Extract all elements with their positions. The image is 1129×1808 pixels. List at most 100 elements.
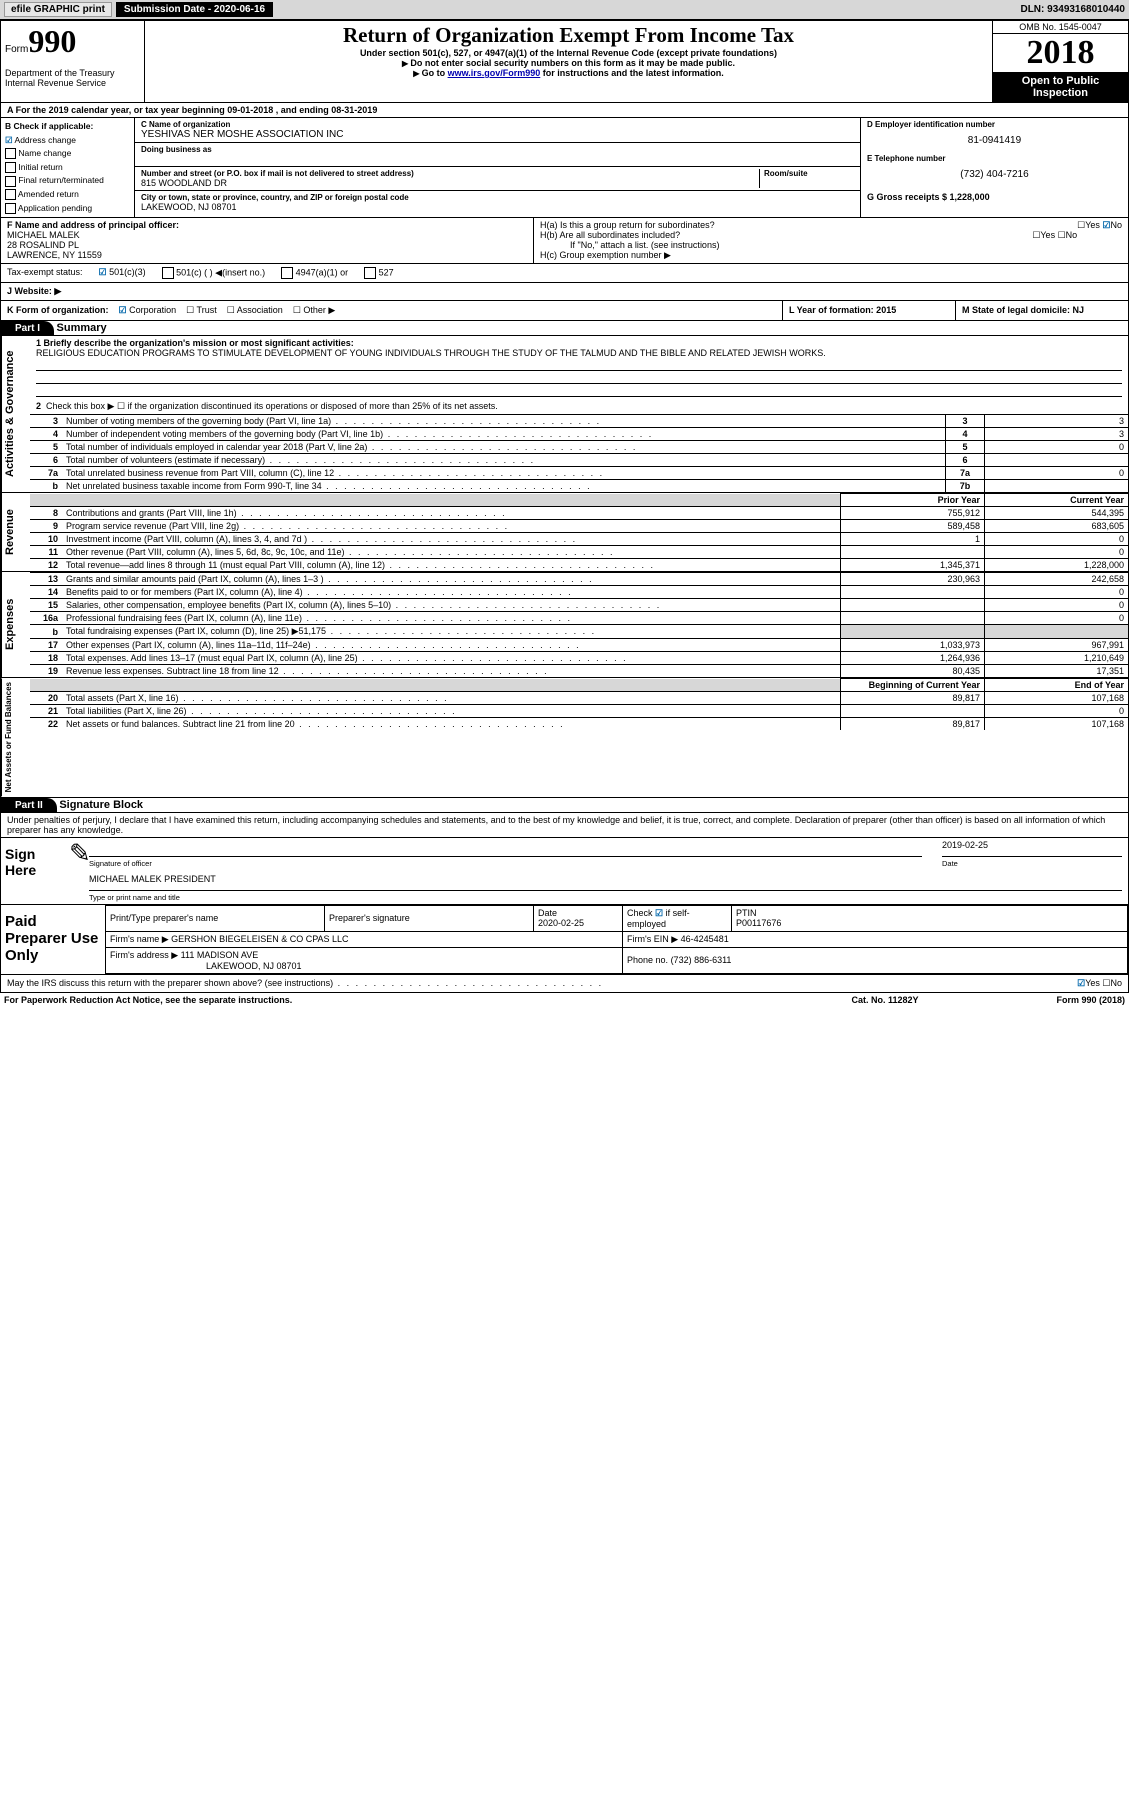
efile-print-button[interactable]: efile GRAPHIC print <box>4 2 112 17</box>
omb-label: OMB No. 1545-0047 <box>993 21 1128 34</box>
addr-label: Number and street (or P.O. box if mail i… <box>141 169 759 178</box>
opt-501c3[interactable]: 501(c)(3) <box>109 267 146 277</box>
header-right: OMB No. 1545-0047 2018 Open to Public In… <box>992 21 1128 102</box>
prep-date: 2020-02-25 <box>538 918 584 928</box>
firm-addr-label: Firm's address ▶ <box>110 950 178 960</box>
prep-h1: Print/Type preparer's name <box>106 905 325 931</box>
mission-text: RELIGIOUS EDUCATION PROGRAMS TO STIMULAT… <box>36 348 1122 358</box>
sig-name: MICHAEL MALEK PRESIDENT <box>89 874 1122 891</box>
form-label: Form <box>5 44 28 55</box>
opt-4947[interactable]: 4947(a)(1) or <box>296 268 349 278</box>
submission-date-label: Submission Date - 2020-06-16 <box>116 2 273 17</box>
subtitle-2: Do not enter social security numbers on … <box>151 58 986 68</box>
firm-ein-label: Firm's EIN ▶ <box>627 934 678 944</box>
row-fh: F Name and address of principal officer:… <box>0 218 1129 264</box>
vlabel-net: Net Assets or Fund Balances <box>1 678 30 796</box>
date-label: Date <box>942 859 1122 868</box>
cb-initial-return[interactable]: Initial return <box>18 162 62 172</box>
inspection-label: Open to Public Inspection <box>993 72 1128 102</box>
row-klm: K Form of organization: ☑ Corporation ☐ … <box>0 301 1129 321</box>
ha-label: H(a) Is this a group return for subordin… <box>540 220 715 230</box>
city-label: City or town, state or province, country… <box>141 193 854 202</box>
taxexempt-label: Tax-exempt status: <box>7 267 83 279</box>
firm-city: LAKEWOOD, NJ 08701 <box>110 961 302 971</box>
cb-application-pending[interactable]: Application pending <box>18 203 92 213</box>
footer-left: For Paperwork Reduction Act Notice, see … <box>4 995 785 1005</box>
firm-name: GERSHON BIEGELEISEN & CO CPAS LLC <box>171 934 348 944</box>
form-title: Return of Organization Exempt From Incom… <box>151 23 986 48</box>
street-address: 815 WOODLAND DR <box>141 178 759 188</box>
netassets-table: Beginning of Current YearEnd of Year20To… <box>30 678 1128 730</box>
section-c: C Name of organization YESHIVAS NER MOSH… <box>135 118 861 218</box>
form-number: 990 <box>28 23 76 59</box>
vlabel-ag: Activities & Governance <box>1 336 30 492</box>
room-label: Room/suite <box>764 169 854 178</box>
website-row: J Website: ▶ <box>0 283 1129 301</box>
tax-year: 2018 <box>993 34 1128 72</box>
discuss-no[interactable]: No <box>1110 978 1122 988</box>
prep-h3: Date <box>538 908 557 918</box>
hb-note: If "No," attach a list. (see instruction… <box>540 240 1122 250</box>
officer-name: MICHAEL MALEK <box>7 230 527 240</box>
k-trust[interactable]: Trust <box>197 305 217 315</box>
gross-receipts: G Gross receipts $ 1,228,000 <box>867 192 1122 202</box>
firm-name-label: Firm's name ▶ <box>110 934 169 944</box>
hc-label: H(c) Group exemption number ▶ <box>540 250 1122 261</box>
form-header: Form990 Department of the Treasury Inter… <box>0 20 1129 103</box>
part2-header: Part II <box>1 798 57 813</box>
org-name-label: C Name of organization <box>141 120 854 129</box>
sig-officer-label: Signature of officer <box>89 859 922 868</box>
line1-label: 1 Briefly describe the organization's mi… <box>36 338 1122 348</box>
netassets-section: Net Assets or Fund Balances Beginning of… <box>1 678 1128 797</box>
sign-here-label: Sign Here <box>1 838 69 904</box>
prep-h5: PTIN <box>736 908 757 918</box>
sig-date: 2019-02-25 <box>942 840 1122 857</box>
ein-value: 81-0941419 <box>867 129 1122 152</box>
irs-link[interactable]: www.irs.gov/Form990 <box>448 68 541 78</box>
tax-exempt-row: Tax-exempt status: ☑ 501(c)(3) 501(c) ( … <box>0 264 1129 283</box>
k-association[interactable]: Association <box>237 305 283 315</box>
header-left: Form990 Department of the Treasury Inter… <box>1 21 145 102</box>
website-label: J Website: ▶ <box>7 286 61 297</box>
prep-h2: Preparer's signature <box>325 905 534 931</box>
subtitle-1: Under section 501(c), 527, or 4947(a)(1)… <box>151 48 986 58</box>
revenue-section: Revenue Prior YearCurrent Year8Contribut… <box>1 493 1128 572</box>
page-footer: For Paperwork Reduction Act Notice, see … <box>0 992 1129 1007</box>
sig-name-label: Type or print name and title <box>89 893 1122 902</box>
opt-527[interactable]: 527 <box>379 268 394 278</box>
expenses-section: Expenses 13Grants and similar amounts pa… <box>1 572 1128 678</box>
cb-name-change[interactable]: Name change <box>18 148 71 158</box>
k-other[interactable]: Other ▶ <box>303 305 335 315</box>
cb-address-change[interactable]: Address change <box>15 135 76 145</box>
perjury-declaration: Under penalties of perjury, I declare th… <box>1 813 1128 837</box>
ha-no: No <box>1110 220 1122 230</box>
hb-label: H(b) Are all subordinates included? <box>540 230 680 240</box>
discuss-yes[interactable]: Yes <box>1085 978 1100 988</box>
activities-governance: Activities & Governance 1 Briefly descri… <box>1 336 1128 493</box>
row-bcd: B Check if applicable: ☑ Address change … <box>0 118 1129 218</box>
prep-phone: (732) 886-6311 <box>671 955 732 965</box>
phone-label: E Telephone number <box>867 154 1122 163</box>
subtitle-3: Go to www.irs.gov/Form990 for instructio… <box>151 68 986 78</box>
part2-title: Signature Block <box>59 799 143 811</box>
tax-period-line: A For the 2019 calendar year, or tax yea… <box>0 103 1129 118</box>
top-bar: efile GRAPHIC print Submission Date - 20… <box>0 0 1129 20</box>
cb-final-return[interactable]: Final return/terminated <box>18 175 104 185</box>
cb-amended[interactable]: Amended return <box>18 189 79 199</box>
k-corporation[interactable]: Corporation <box>129 305 176 315</box>
preparer-table: Print/Type preparer's name Preparer's si… <box>105 905 1128 974</box>
discuss-label: May the IRS discuss this return with the… <box>7 978 333 988</box>
prep-phone-label: Phone no. <box>627 955 668 965</box>
ptin-value: P00117676 <box>736 918 781 928</box>
part1-title: Summary <box>57 322 107 334</box>
officer-addr: 28 ROSALIND PL <box>7 240 527 250</box>
opt-501c[interactable]: 501(c) ( ) ◀(insert no.) <box>176 268 265 278</box>
section-f: F Name and address of principal officer:… <box>0 218 534 264</box>
footer-center: Cat. No. 11282Y <box>785 995 985 1005</box>
part1-header: Part I <box>1 321 54 336</box>
dba-label: Doing business as <box>141 145 854 154</box>
vlabel-rev: Revenue <box>1 493 30 571</box>
section-h: H(a) Is this a group return for subordin… <box>534 218 1129 264</box>
section-l: L Year of formation: 2015 <box>783 301 956 321</box>
section-d: D Employer identification number 81-0941… <box>861 118 1129 218</box>
